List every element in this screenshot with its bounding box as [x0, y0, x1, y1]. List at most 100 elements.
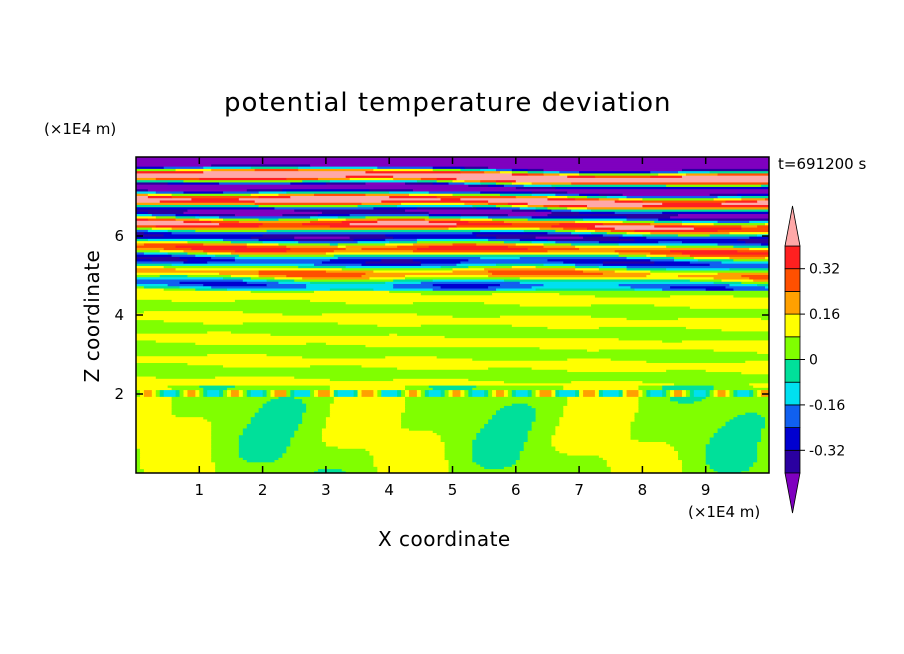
contour-cell — [452, 179, 465, 183]
contour-cell — [329, 389, 335, 393]
contour-cell — [211, 163, 311, 167]
contour-cell — [365, 215, 430, 219]
contour-cell — [618, 337, 769, 341]
contour-cell — [341, 267, 454, 271]
contour-cell — [717, 470, 742, 473]
contour-cell — [136, 353, 208, 357]
contour-cell — [136, 233, 165, 237]
contour-cell — [258, 195, 291, 199]
contour-cell — [761, 389, 769, 393]
contour-cell — [136, 416, 204, 420]
contour-cell — [136, 305, 691, 309]
contour-cell — [472, 445, 525, 449]
contour-cell — [563, 405, 640, 409]
contour-cell — [314, 470, 347, 473]
contour-cell — [321, 427, 410, 431]
contour-cell — [547, 231, 572, 235]
contour-cell — [650, 256, 675, 260]
contour-cell — [333, 254, 620, 257]
contour-cell — [191, 247, 291, 251]
contour-cell — [294, 389, 311, 393]
contour-cell — [444, 389, 450, 393]
contour-cell — [278, 193, 315, 196]
contour-cell — [136, 319, 165, 323]
contour-cell — [211, 448, 240, 452]
contour-cell — [345, 265, 442, 269]
contour-cell — [286, 445, 339, 449]
contour-cell — [282, 454, 374, 458]
contour-cell — [681, 468, 715, 472]
contour-cell — [515, 391, 529, 395]
contour-cell — [136, 470, 145, 473]
contour-cell — [219, 389, 224, 393]
contour-cell — [329, 384, 406, 388]
contour-cell — [468, 220, 505, 224]
contour-cell — [594, 229, 612, 233]
contour-cell — [377, 470, 450, 473]
contour-cell — [741, 281, 769, 284]
contour-cell — [207, 251, 232, 255]
contour-cell — [456, 177, 769, 181]
contour-cell — [401, 421, 489, 424]
contour-cell — [626, 256, 651, 260]
contour-cell — [626, 267, 667, 271]
contour-cell — [373, 394, 378, 397]
contour-cell — [674, 391, 683, 395]
contour-cell — [136, 369, 568, 373]
contour-cell — [242, 457, 280, 461]
contour-cell — [693, 256, 731, 260]
contour-cell — [136, 396, 173, 400]
contour-cell — [365, 448, 446, 452]
contour-cell — [381, 199, 489, 203]
colorbar-max-arrow — [784, 205, 801, 247]
contour-cell — [325, 425, 402, 429]
contour-cell — [397, 394, 402, 397]
contour-cell — [594, 394, 600, 397]
contour-cell — [250, 236, 295, 239]
contour-cell — [503, 278, 691, 282]
contour-cell — [610, 466, 683, 470]
contour-cell — [159, 391, 165, 395]
contour-cell — [136, 355, 303, 359]
contour-cell — [270, 333, 390, 336]
contour-cell — [737, 391, 750, 395]
contour-cell — [472, 231, 549, 235]
contour-cell — [646, 394, 651, 397]
contour-cell — [460, 260, 564, 264]
contour-cell — [519, 457, 604, 461]
contour-cell — [143, 470, 216, 473]
contour-cell — [215, 461, 374, 465]
contour-cell — [393, 278, 434, 282]
contour-cell — [136, 342, 196, 345]
contour-cell — [365, 344, 769, 348]
contour-cell — [598, 267, 628, 271]
contour-cell — [175, 391, 181, 395]
contour-cell — [741, 195, 769, 199]
contour-cell — [480, 179, 497, 183]
contour-cell — [405, 389, 410, 393]
contour-cell — [519, 206, 537, 210]
contour-cell — [195, 215, 220, 219]
contour-cell — [594, 224, 655, 228]
contour-cell — [393, 285, 442, 289]
contour-cell — [365, 272, 493, 275]
contour-cell — [725, 423, 766, 427]
contour-cell — [713, 387, 769, 391]
contour-cell — [136, 236, 252, 239]
contour-cell — [136, 407, 173, 411]
contour-cell — [377, 389, 382, 393]
contour-cell — [496, 409, 537, 413]
contour-cell — [638, 409, 769, 413]
contour-cell — [618, 389, 624, 393]
contour-cell — [246, 242, 280, 246]
contour-cell — [136, 274, 161, 278]
contour-cell — [203, 391, 208, 395]
contour-cell — [337, 321, 769, 325]
contour-cell — [579, 172, 659, 176]
contour-cell — [594, 391, 600, 395]
contour-cell — [689, 389, 695, 393]
contour-cell — [302, 276, 371, 280]
contour-cell — [139, 463, 216, 467]
contour-cell — [195, 389, 200, 393]
contour-cell — [136, 389, 141, 393]
